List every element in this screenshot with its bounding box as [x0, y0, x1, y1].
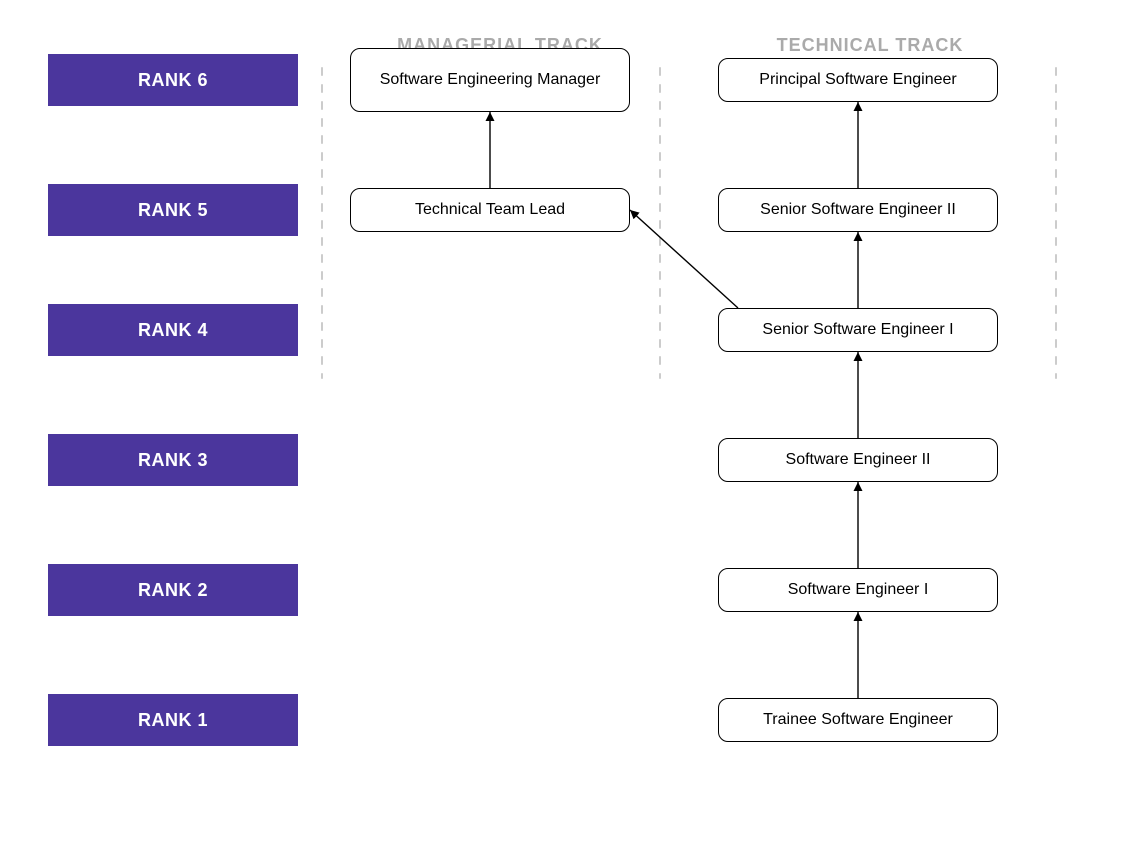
- rank-box-5: RANK 5: [48, 184, 298, 236]
- rank-box-2: RANK 2: [48, 564, 298, 616]
- role-trainee-software-engineer: Trainee Software Engineer: [718, 698, 998, 742]
- rank-box-6: RANK 6: [48, 54, 298, 106]
- role-technical-team-lead: Technical Team Lead: [350, 188, 630, 232]
- role-software-engineer-i: Software Engineer I: [718, 568, 998, 612]
- career-ladder-diagram: MANAGERIAL TRACK TECHNICAL TRACK RANK 6 …: [0, 0, 1124, 862]
- role-software-engineer-ii: Software Engineer II: [718, 438, 998, 482]
- rank-box-1: RANK 1: [48, 694, 298, 746]
- role-senior-software-engineer-ii: Senior Software Engineer II: [718, 188, 998, 232]
- rank-box-3: RANK 3: [48, 434, 298, 486]
- role-software-engineering-manager: Software Engineering Manager: [350, 48, 630, 112]
- role-principal-software-engineer: Principal Software Engineer: [718, 58, 998, 102]
- track-header-technical: TECHNICAL TRACK: [740, 30, 1000, 60]
- rank-box-4: RANK 4: [48, 304, 298, 356]
- role-senior-software-engineer-i: Senior Software Engineer I: [718, 308, 998, 352]
